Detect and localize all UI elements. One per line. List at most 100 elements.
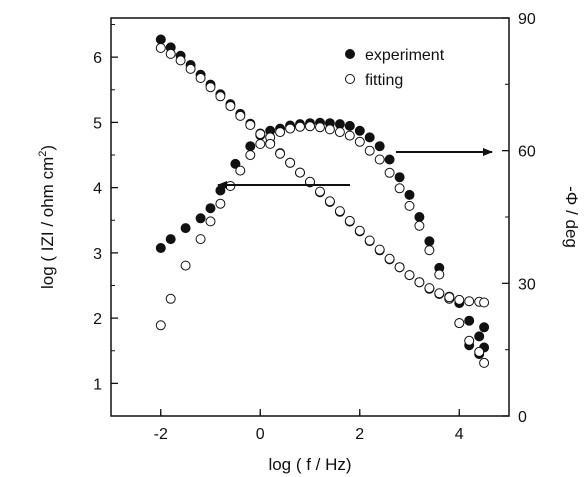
point-fitting-left [424,283,435,294]
point-fitting-left [275,148,286,159]
point-experiment-right [165,234,176,245]
point-fitting-left [215,91,226,102]
point-experiment-right [374,141,385,152]
point-fitting-right [474,346,485,357]
x-tick-label: 4 [455,426,464,443]
point-fitting-right [384,167,395,178]
x-axis-label: log ( f / Hz) [268,455,351,474]
point-fitting-right [344,130,355,141]
point-experiment-right [364,132,375,143]
point-fitting-left [155,43,166,53]
left-axis-ticks: 1 2 3 4 5 6 [93,24,118,417]
point-fitting-right [334,127,345,138]
left-tick-label: 1 [93,376,102,393]
point-experiment-right [180,223,191,234]
point-experiment-right [414,212,425,222]
point-fitting-left [374,244,385,255]
point-experiment-left [155,34,166,45]
point-fitting-right [245,150,256,161]
right-tick-label: 30 [518,276,536,293]
point-fitting-right [364,145,375,156]
point-experiment-left [479,322,490,333]
point-experiment-right [354,125,365,136]
point-fitting-left [315,186,325,197]
point-fitting-right [324,124,335,135]
left-axis-label-main: log ( IZI / ohm cm [38,157,57,289]
point-fitting-left [165,48,176,59]
point-fitting-right [155,320,166,331]
point-fitting-left [175,55,186,66]
left-tick-label: 3 [93,246,102,263]
point-fitting-right [464,335,475,346]
point-fitting-right [454,318,465,329]
point-experiment-right [245,141,256,152]
point-fitting-right [404,200,415,211]
left-axis-label-end: ) [38,145,57,151]
point-fitting-left [364,235,375,246]
point-fitting-left [454,294,465,305]
point-fitting-right [414,220,425,231]
point-fitting-right [434,269,445,280]
point-fitting-left [324,196,335,207]
point-fitting-left [285,157,296,168]
point-fitting-left [354,225,365,236]
point-experiment-left [474,331,485,342]
point-fitting-right [354,136,365,147]
point-fitting-right [374,154,385,165]
point-experiment-right [195,213,206,224]
legend-label-experiment: experiment [365,47,445,64]
point-fitting-left [235,110,246,121]
point-fitting-left [205,82,216,93]
point-fitting-left [394,262,405,273]
left-axis-label-superscript: 2 [37,151,49,157]
legend-marker-fitting [345,74,355,84]
point-fitting-right [315,122,325,133]
right-axis-label: -Φ / deg [562,186,581,248]
point-fitting-left [265,138,276,149]
point-fitting-left [295,167,305,178]
point-fitting-right [295,121,305,132]
point-fitting-left [444,292,455,303]
point-fitting-right [235,165,246,176]
x-axis-ticks: -2 0 2 4 [154,409,464,443]
left-tick-label: 2 [93,311,102,328]
right-tick-label: 60 [518,144,536,161]
legend-label-fitting: fitting [365,72,403,89]
point-fitting-right [195,234,206,245]
point-fitting-left [464,296,475,307]
point-fitting-left [255,129,266,140]
legend: experiment fitting [345,47,445,89]
point-fitting-left [344,215,355,226]
x-tick-label: 0 [256,426,265,443]
point-fitting-left [185,63,196,74]
point-fitting-left [195,73,206,83]
legend-marker-experiment [345,49,355,59]
point-fitting-right [180,260,191,271]
point-fitting-right [205,216,216,227]
point-experiment-right [404,189,415,200]
left-tick-label: 4 [93,181,102,198]
point-fitting-left [384,253,395,264]
point-fitting-right [479,357,490,368]
point-fitting-right [394,183,405,194]
point-experiment-right [215,185,226,196]
point-fitting-right [255,139,266,149]
left-axis-label: log ( IZI / ohm cm2) [37,145,57,289]
point-experiment-right [205,203,216,214]
point-experiment-left [464,315,475,326]
plot-frame [110,17,510,417]
point-fitting-left [404,270,415,281]
point-fitting-left [225,101,236,112]
point-fitting-right [305,121,315,132]
point-experiment-right [384,154,395,165]
point-fitting-left [479,297,490,308]
point-fitting-left [334,206,345,217]
point-fitting-right [275,127,286,138]
right-tick-label: 90 [518,11,536,28]
point-fitting-right [215,198,226,209]
point-experiment-right [344,120,355,131]
point-fitting-right [165,293,176,304]
point-fitting-left [434,288,445,299]
x-tick-label: 2 [355,426,364,443]
